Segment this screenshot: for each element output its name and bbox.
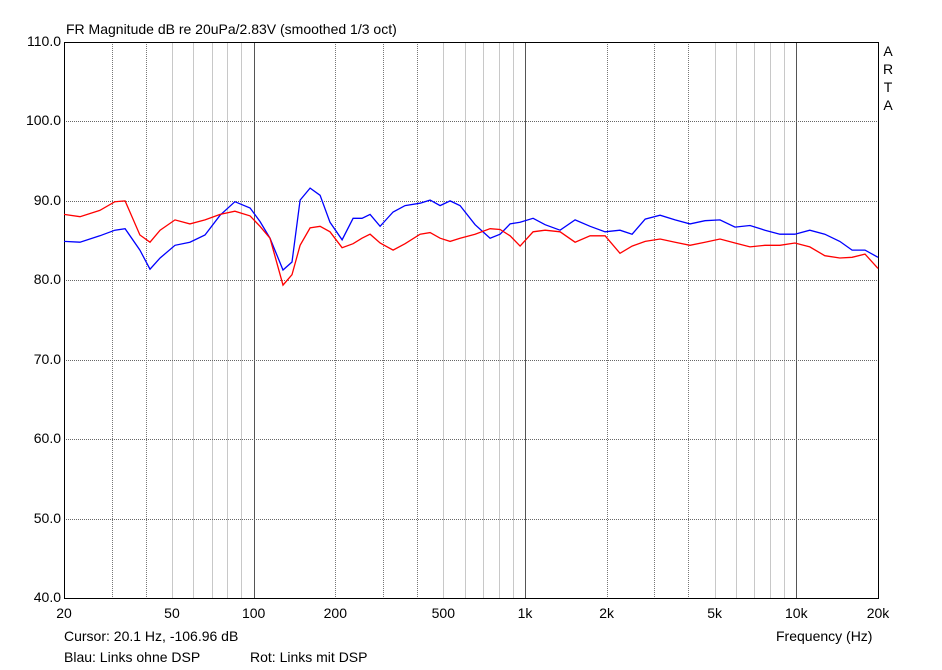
y-tick-label: 80.0 xyxy=(33,271,61,288)
y-tick-label: 90.0 xyxy=(33,191,61,208)
x-tick-label: 50 xyxy=(164,605,180,621)
y-tick-label: 40.0 xyxy=(33,589,61,605)
y-tick-label: 60.0 xyxy=(33,430,61,447)
legend-red: Rot: Links mit DSP xyxy=(250,649,368,665)
x-axis-label: Frequency (Hz) xyxy=(776,628,873,644)
series-blue-line xyxy=(63,187,879,272)
y-tick-label: 110.0 xyxy=(27,33,61,49)
x-tick-label: 1k xyxy=(517,605,533,621)
y-tick-label: 70.0 xyxy=(33,350,61,367)
x-tick-label: 20k xyxy=(866,605,890,621)
x-tick-label: 5k xyxy=(707,605,723,621)
x-tick-label: 20 xyxy=(56,605,72,621)
x-tick-label: 100 xyxy=(241,605,266,621)
legend-blue: Blau: Links ohne DSP xyxy=(64,649,201,665)
plot-frame xyxy=(64,42,879,599)
series-red-line xyxy=(63,200,879,287)
y-tick-label: 100.0 xyxy=(25,112,61,129)
x-tick-label: 500 xyxy=(431,605,455,621)
x-tick-label: 2k xyxy=(599,605,615,621)
x-tick-label: 10k xyxy=(785,605,808,621)
cursor-readout: Cursor: 20.1 Hz, -106.96 dB xyxy=(64,628,239,644)
chart-title: FR Magnitude dB re 20uPa/2.83V (smoothed… xyxy=(66,21,397,37)
x-tick-label: 200 xyxy=(323,605,348,621)
y-tick-label: 50.0 xyxy=(33,509,61,526)
